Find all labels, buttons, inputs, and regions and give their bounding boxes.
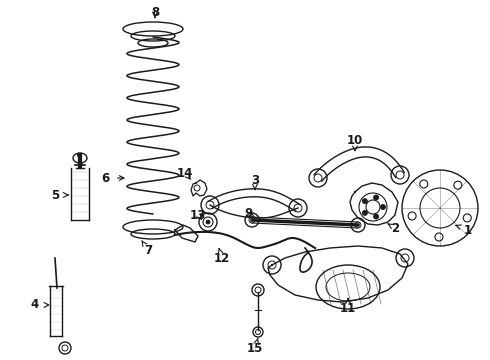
- Circle shape: [381, 204, 386, 210]
- Circle shape: [206, 220, 210, 224]
- Circle shape: [373, 214, 379, 219]
- Text: 5: 5: [51, 189, 68, 202]
- Text: 2: 2: [388, 221, 399, 234]
- Text: 9: 9: [244, 207, 255, 220]
- Text: 4: 4: [31, 298, 49, 311]
- Text: 7: 7: [142, 241, 152, 257]
- Text: 3: 3: [251, 174, 259, 189]
- Circle shape: [363, 210, 368, 215]
- Circle shape: [373, 195, 379, 200]
- Text: 12: 12: [214, 248, 230, 265]
- Text: 6: 6: [101, 171, 124, 185]
- Text: 8: 8: [151, 5, 159, 18]
- Text: 1: 1: [456, 224, 472, 237]
- Text: 11: 11: [340, 298, 356, 315]
- Text: 14: 14: [177, 166, 193, 180]
- Text: 13: 13: [190, 208, 206, 221]
- Circle shape: [363, 199, 368, 204]
- Text: 10: 10: [347, 134, 363, 151]
- Text: 15: 15: [247, 339, 263, 355]
